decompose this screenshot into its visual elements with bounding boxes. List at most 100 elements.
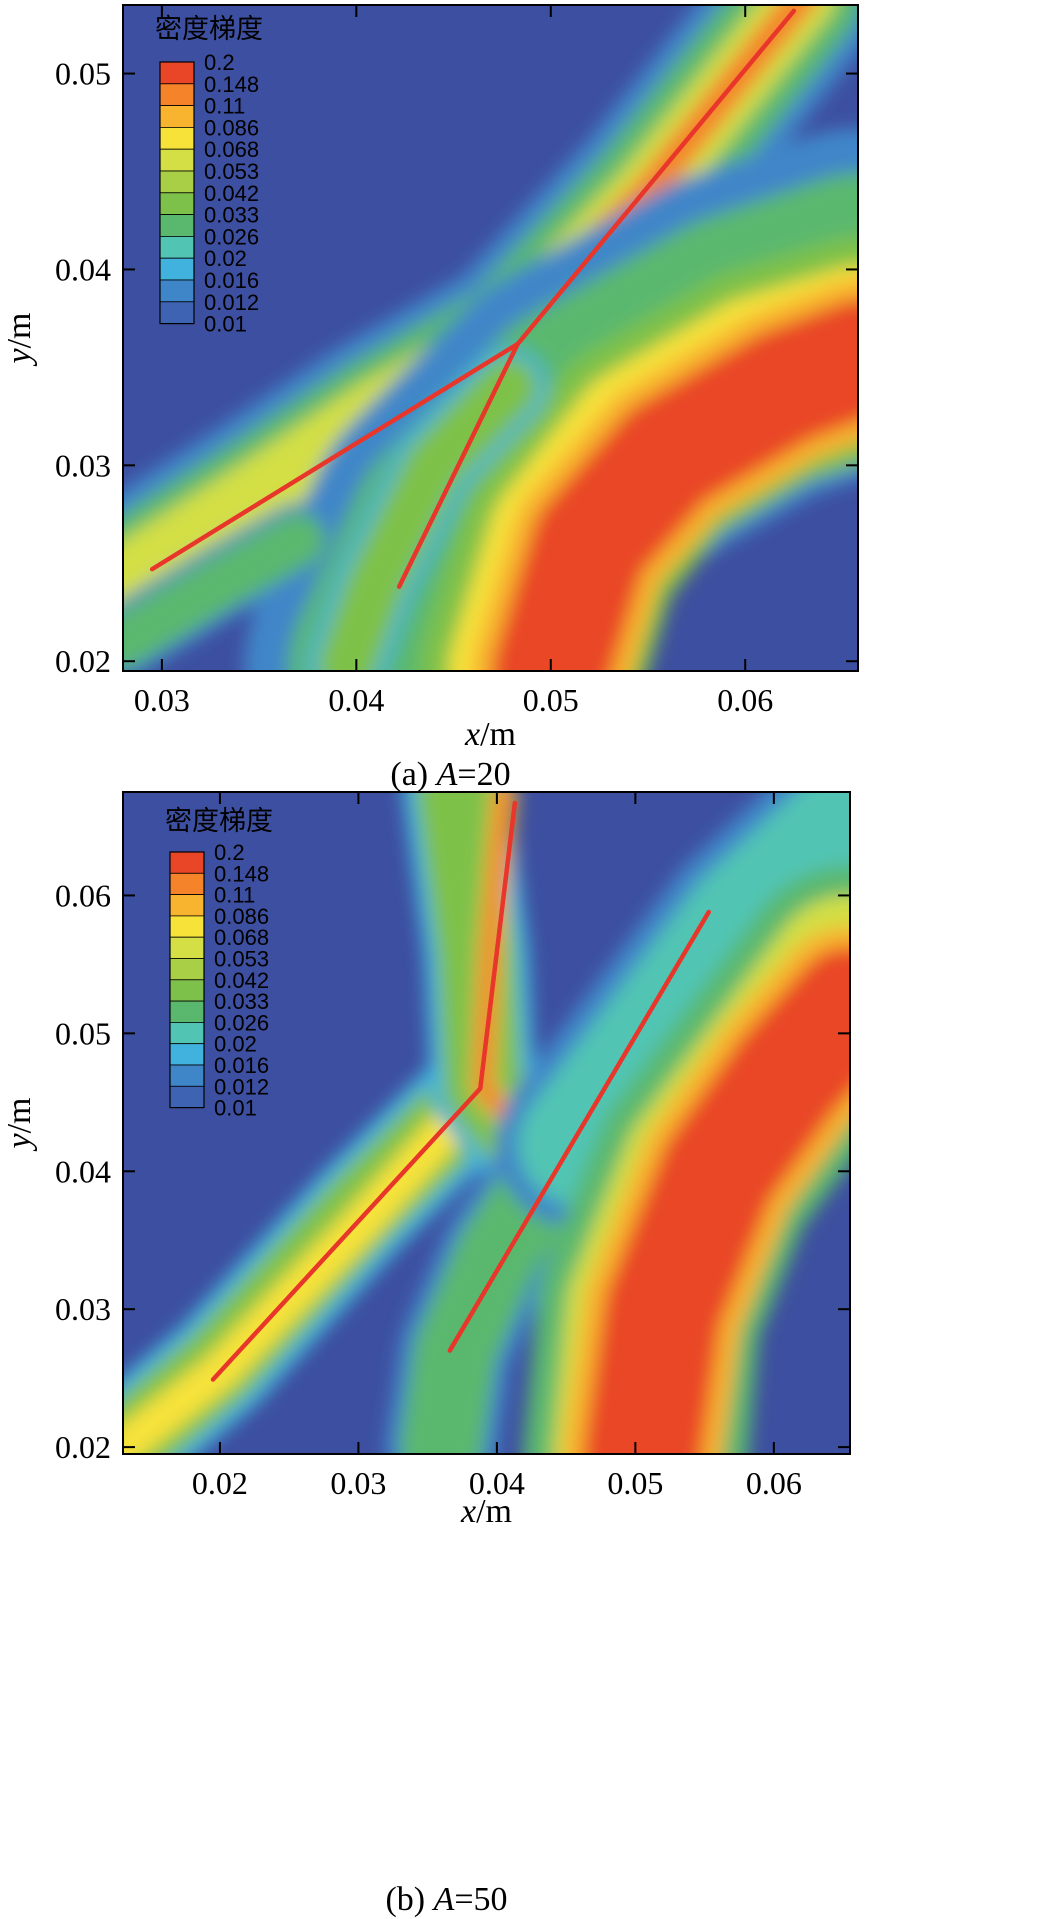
legend-swatch [169,958,205,981]
legend-swatch [159,235,195,259]
legend-swatch [159,214,195,237]
legend-level-label: 0.086 [214,904,269,929]
legend-title: 密度梯度 [155,14,263,45]
legend-swatch [159,61,195,85]
legend-level-label: 0.01 [214,1096,257,1121]
legend-swatch [159,170,195,194]
legend-swatch [159,279,195,303]
legend-swatch [159,301,195,324]
legend-level-label: 0.2 [204,50,235,75]
y-tick-label: 0.02 [55,643,111,679]
contour-band [583,946,850,1454]
x-tick-label: 0.06 [746,1465,802,1501]
legend-swatch [169,1064,205,1087]
x-axis-label-a: x/m [464,716,516,753]
legend-level-label: 0.033 [214,989,269,1014]
legend-level-label: 0.012 [204,290,259,315]
legend-level-label: 0.026 [214,1010,269,1035]
x-tick-label: 0.04 [469,1465,525,1501]
legend-level-label: 0.2 [214,840,245,865]
shock-line [447,909,712,1353]
x-tick-label: 0.06 [717,682,773,718]
x-tick-label: 0.05 [607,1465,663,1501]
legend-level-label: 0.053 [214,947,269,972]
y-tick-label: 0.03 [55,1291,111,1327]
y-axis-label-b: y/m [1,1098,38,1152]
legend-level-label: 0.053 [204,159,259,184]
legend-level-label: 0.02 [204,246,247,271]
contour-bands-b [123,792,850,1454]
legend-swatch [159,257,195,281]
shock-lines-b [210,800,712,1382]
legend-swatch [159,148,195,172]
legend-level-label: 0.042 [204,181,259,206]
legend-swatch [169,979,205,1002]
y-tick-label: 0.02 [55,1429,111,1465]
x-axis-ticks-a: 0.03 0.04 0.05 0.06 [134,5,773,718]
legend-level-label: 0.11 [204,94,245,119]
legend-swatch [169,851,205,874]
legend-swatch [169,1000,205,1023]
legend-level-label: 0.02 [214,1032,257,1057]
x-axis-label-b: x/m [460,1493,512,1530]
legend-title: 密度梯度 [165,806,273,837]
x-axis-ticks-b: 0.02 0.03 0.04 0.05 0.06 [192,792,802,1501]
contour-bands-a [123,5,858,671]
legend-level-label: 0.068 [214,925,269,950]
shock-line [515,8,797,347]
plot-frame-a [122,4,859,672]
contour-band [492,299,858,671]
legend-level-label: 0.026 [204,224,259,249]
legend-swatch [159,192,195,216]
x-tick-label: 0.03 [330,1465,386,1501]
legend-colorbar-frame [159,61,195,325]
contour-band [317,357,538,671]
x-tick-label: 0.04 [328,682,384,718]
shock-lines-a [149,8,797,590]
legend-level-label: 0.01 [204,312,247,337]
legend-level-label: 0.016 [204,268,259,293]
legend-swatch [159,127,195,150]
x-tick-label: 0.02 [192,1465,248,1501]
legend-swatch [169,1022,205,1045]
y-tick-label: 0.05 [55,1015,111,1051]
legend-swatch [159,105,195,128]
panel-a-contour-plot: 0.03 0.04 0.05 0.06 0.02 0.03 0.04 0.05 密度梯度 0.… [1,4,859,793]
legend-swatch [169,1085,205,1109]
shock-line [210,1086,483,1382]
colorbar-legend-b: 密度梯度 0.20.1480.110.0860.0680.0530.0420.03… [165,806,273,1121]
y-axis-ticks-b: 0.02 0.03 0.04 0.05 0.06 [55,877,850,1465]
legend-level-label: 0.012 [214,1074,269,1099]
legend-swatch [159,83,195,107]
x-tick-label: 0.05 [523,682,579,718]
legend-level-label: 0.148 [204,72,259,97]
legend-level-label: 0.11 [214,883,255,908]
y-tick-label: 0.04 [55,1153,111,1189]
legend-level-label: 0.086 [204,115,259,140]
shock-line [149,341,520,572]
colorbar-legend-a: 密度梯度 0.20.1480.110.0860.0680.0530.0420.03… [155,14,263,337]
legend-level-label: 0.042 [214,968,269,993]
contour-band [517,792,850,1206]
y-tick-label: 0.05 [55,56,111,92]
y-tick-label: 0.04 [55,251,111,287]
legend-level-label: 0.033 [204,203,259,228]
legend-swatch [169,915,205,938]
legend-swatch [169,894,205,917]
legend-swatch [169,872,205,895]
legend-level-label: 0.016 [214,1053,269,1078]
contour-band [123,512,326,669]
y-tick-label: 0.06 [55,877,111,913]
panel-b-contour-plot: 0.02 0.03 0.04 0.05 0.06 0.020.030.040.050.0… [1,791,851,1918]
y-axis-ticks-a: 0.02 0.03 0.04 0.05 [55,56,858,679]
legend-swatch [169,936,205,959]
legend-swatch [169,1043,205,1066]
x-tick-label: 0.03 [134,682,190,718]
legend-level-label: 0.068 [204,137,259,162]
y-axis-label-a: y/m [1,313,38,367]
legend-colorbar-frame [169,851,205,1109]
caption-a: (a) A=20 [390,756,510,793]
legend-level-label: 0.148 [214,861,269,886]
shock-line [396,341,520,590]
